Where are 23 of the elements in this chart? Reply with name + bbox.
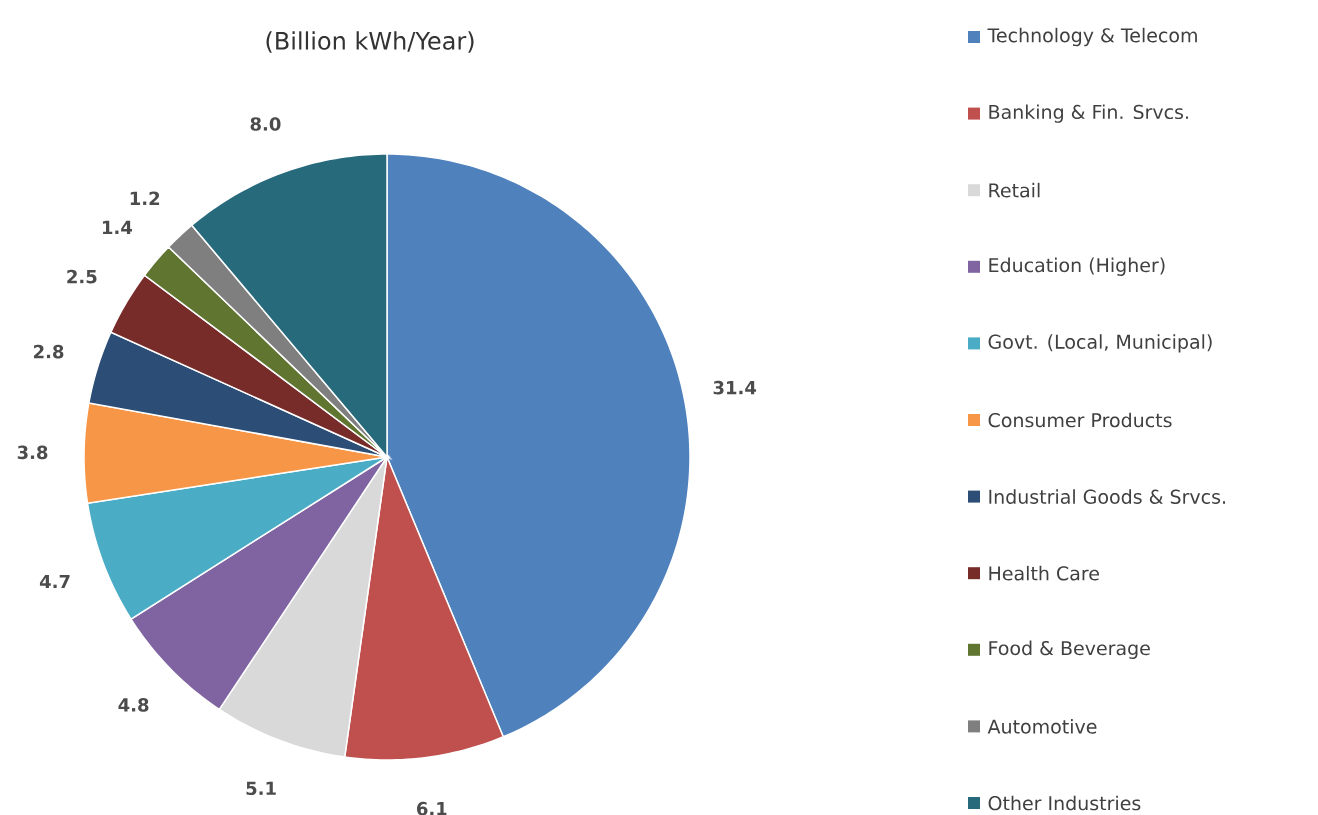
data-label: 1.2 <box>130 191 160 205</box>
legend-label: Banking & Fin. Srvcs. <box>989 104 1188 123</box>
legend-label: Health Care <box>989 565 1099 581</box>
data-label: 31.4 <box>713 380 757 395</box>
data-label: 4.8 <box>118 698 149 712</box>
legend-label: Govt. (Local, Municipal) <box>988 334 1212 353</box>
legend-label: Food & Beverage <box>989 640 1150 659</box>
data-label: 1.4 <box>102 220 133 234</box>
data-label: 2.8 <box>34 344 64 359</box>
legend-label: Automotive <box>987 719 1097 734</box>
chart-title: (Billion kWh/Year) <box>266 31 474 53</box>
legend-label: Other Industries <box>988 795 1141 811</box>
legend-label: Consumer Products <box>988 412 1172 428</box>
legend-label: Education (Higher) <box>989 257 1165 276</box>
data-label: 3.8 <box>17 445 48 460</box>
data-label: 2.5 <box>67 269 97 284</box>
data-label: 8.0 <box>250 117 281 131</box>
legend-label: Industrial Goods & Srvcs. <box>989 489 1225 504</box>
legend-label: Technology & Telecom <box>987 27 1197 47</box>
data-label: 5.1 <box>246 781 276 796</box>
data-label: 6.1 <box>417 801 447 815</box>
legend-label: Retail <box>989 182 1040 198</box>
data-label: 4.7 <box>39 574 70 589</box>
